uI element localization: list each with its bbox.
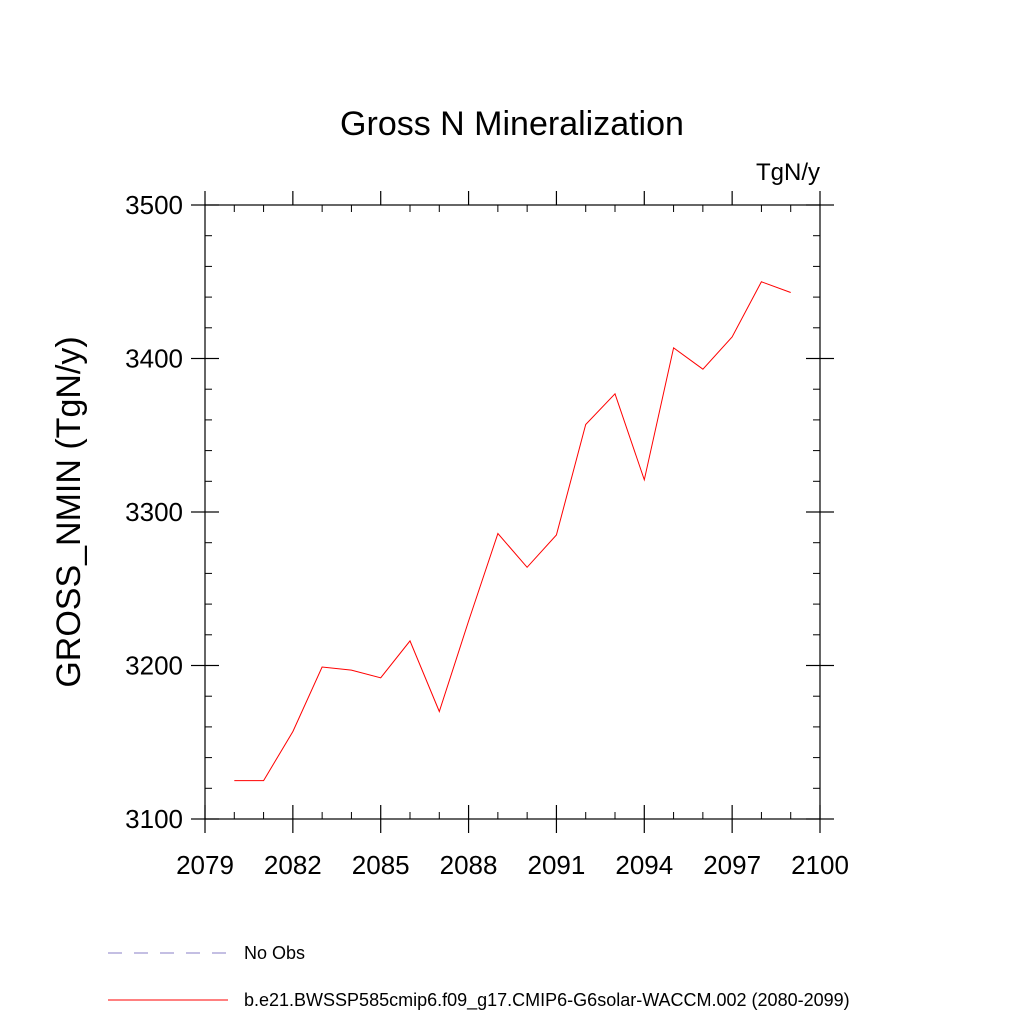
y-tick-label: 3500 [125,190,183,220]
x-tick-label: 2100 [791,850,849,880]
x-tick-label: 2097 [703,850,761,880]
minor-ticks [205,205,820,819]
x-tick-labels: 2079 2082 2085 2088 2091 2094 2097 2100 [176,850,849,880]
x-tick-label: 2094 [615,850,673,880]
x-tick-label: 2088 [440,850,498,880]
y-tick-label: 3100 [125,804,183,834]
x-tick-label: 2091 [528,850,586,880]
plot-frame [204,204,821,820]
y-tick-label: 3400 [125,344,183,374]
x-tick-label: 2082 [264,850,322,880]
chart-title: Gross N Mineralization [340,105,684,143]
legend: No Obs b.e21.BWSSP585cmip6.f09_g17.CMIP6… [108,943,850,1011]
legend-label-series: b.e21.BWSSP585cmip6.f09_g17.CMIP6-G6sola… [244,990,850,1011]
legend-label-no-obs: No Obs [244,943,305,963]
y-axis-label: GROSS_NMIN (TgN/y) [50,336,88,687]
y-tick-label: 3200 [125,651,183,681]
x-tick-label: 2085 [352,850,410,880]
y-tick-labels: 3100 3200 3300 3400 3500 [125,190,183,834]
y-tick-label: 3300 [125,497,183,527]
data-series-line [234,281,791,782]
units-label: TgN/y [756,159,820,186]
x-tick-label: 2079 [176,850,234,880]
major-ticks [191,191,834,833]
